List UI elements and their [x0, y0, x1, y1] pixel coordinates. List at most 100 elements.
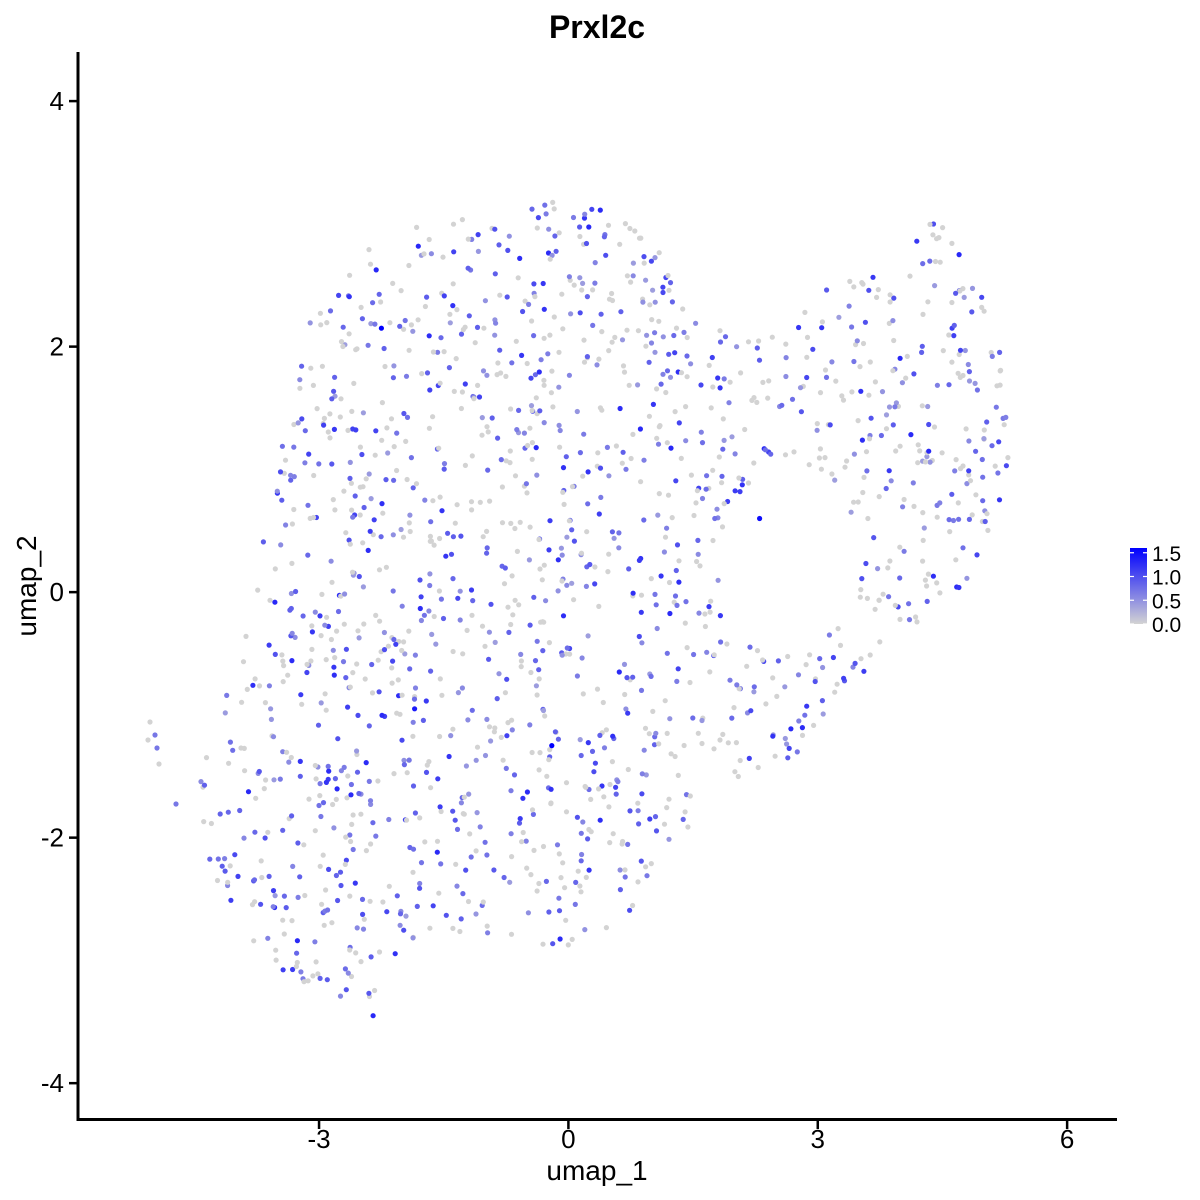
cell-point — [663, 389, 669, 396]
cell-point — [829, 471, 835, 477]
cell-point — [711, 746, 717, 752]
cell-point — [893, 448, 899, 454]
cell-point — [624, 675, 630, 681]
cell-point — [817, 656, 823, 662]
cell-point — [208, 820, 214, 827]
cell-point — [459, 217, 465, 223]
cell-point — [972, 380, 978, 386]
cell-point — [851, 284, 857, 290]
cell-point — [214, 877, 221, 884]
cell-point — [751, 684, 757, 690]
cell-point — [596, 511, 602, 517]
cell-point — [802, 309, 808, 315]
cell-point — [385, 450, 391, 456]
cell-point — [457, 617, 463, 623]
cell-point — [512, 473, 519, 479]
cell-point — [495, 435, 501, 441]
cell-point — [546, 757, 552, 763]
cell-point — [964, 575, 970, 581]
cell-point — [562, 885, 568, 891]
cell-point — [596, 603, 602, 610]
cell-point — [508, 520, 514, 527]
cell-point — [658, 381, 664, 387]
cell-point — [462, 462, 468, 468]
cell-point — [524, 865, 530, 871]
cell-point — [508, 406, 514, 412]
cell-point — [291, 506, 297, 513]
cell-point — [491, 729, 497, 735]
cell-point — [924, 598, 930, 605]
cell-point — [667, 610, 673, 617]
cell-point — [717, 339, 724, 345]
cell-point — [527, 622, 533, 628]
cell-point — [580, 691, 586, 697]
cell-point — [953, 457, 959, 463]
cell-point — [340, 343, 346, 350]
cell-point — [826, 632, 833, 638]
cell-point — [715, 577, 721, 583]
cell-point — [596, 786, 602, 792]
cell-point — [266, 873, 272, 880]
cell-point — [676, 420, 682, 426]
cell-point — [589, 206, 595, 212]
cell-point — [334, 786, 340, 792]
cell-point — [589, 748, 596, 755]
cell-point — [224, 692, 230, 699]
cell-point — [582, 927, 588, 933]
cell-point — [232, 852, 238, 858]
cell-point — [603, 252, 609, 258]
cell-point — [710, 537, 716, 544]
cell-point — [503, 458, 509, 464]
cell-point — [709, 354, 715, 361]
cell-point — [494, 696, 500, 702]
cell-point — [641, 260, 647, 266]
cell-point — [683, 438, 689, 444]
cell-point — [675, 772, 681, 779]
cell-point — [964, 481, 970, 487]
cell-point — [871, 535, 877, 541]
cell-point — [450, 281, 456, 287]
cell-point — [620, 363, 627, 369]
cell-point — [265, 935, 271, 941]
cell-point — [475, 232, 481, 238]
cell-point — [345, 427, 351, 433]
cell-point — [541, 562, 547, 568]
cell-point — [428, 668, 434, 674]
cell-point — [903, 375, 909, 381]
cell-point — [988, 349, 994, 356]
cell-point — [524, 360, 530, 367]
cell-point — [760, 379, 766, 385]
cell-point — [609, 529, 616, 535]
cell-point — [625, 766, 631, 773]
cell-point — [238, 745, 244, 751]
cell-point — [439, 508, 445, 514]
cell-point — [904, 353, 910, 359]
cell-point — [503, 373, 509, 379]
cell-point — [966, 468, 972, 474]
cell-point — [290, 863, 296, 870]
cell-point — [546, 640, 553, 646]
cell-point — [367, 898, 373, 904]
cell-point — [439, 692, 445, 698]
cell-point — [503, 765, 509, 772]
cell-point — [532, 372, 539, 378]
cell-point — [403, 913, 409, 919]
cell-point — [304, 661, 310, 668]
cell-point — [403, 817, 410, 823]
cell-point — [368, 321, 374, 327]
cell-point — [585, 501, 591, 507]
cell-point — [301, 979, 307, 985]
cell-point — [656, 424, 662, 430]
cell-point — [360, 584, 366, 590]
cell-point — [479, 415, 485, 421]
cell-point — [769, 334, 775, 340]
cell-point — [297, 377, 303, 383]
cell-point — [646, 413, 653, 419]
cell-point — [280, 658, 286, 664]
cell-point — [788, 726, 794, 732]
cell-point — [322, 691, 328, 697]
cell-point — [819, 325, 825, 331]
cell-point — [348, 973, 355, 980]
cell-point — [501, 581, 508, 587]
